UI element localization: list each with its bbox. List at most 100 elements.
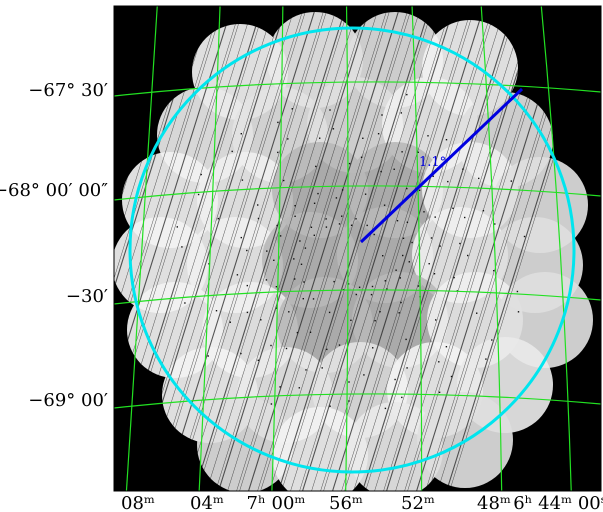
star-speck xyxy=(386,288,388,290)
star-speck xyxy=(445,139,448,141)
star-speck xyxy=(523,235,526,238)
star-speck xyxy=(300,263,303,265)
star-speck xyxy=(347,283,350,285)
star-speck xyxy=(273,259,275,261)
ra-label-7h00m: 7ʰ 00ᵐ xyxy=(247,493,306,512)
star-speck xyxy=(374,320,376,322)
star-speck xyxy=(453,276,455,279)
star-speck xyxy=(313,202,316,204)
star-speck xyxy=(381,114,383,116)
star-speck xyxy=(476,312,478,314)
streak-line xyxy=(283,12,445,491)
star-speck xyxy=(257,204,259,206)
streak-line xyxy=(199,12,361,491)
streak-line xyxy=(211,12,373,491)
star-speck xyxy=(312,298,315,300)
star-speck xyxy=(380,170,382,173)
star-speck xyxy=(240,236,242,239)
radius-label: 1.1° xyxy=(419,155,446,170)
streak-line xyxy=(229,12,391,491)
star-speck xyxy=(265,279,268,281)
star-speck xyxy=(338,344,341,346)
star-speck xyxy=(406,187,408,190)
coordinate-grid xyxy=(114,6,601,491)
star-speck xyxy=(517,311,520,313)
star-speck xyxy=(305,369,307,371)
star-speck xyxy=(363,374,365,376)
star-speck xyxy=(494,223,496,225)
star-speck xyxy=(241,179,244,181)
ra-grid-line xyxy=(540,6,572,491)
star-speck xyxy=(401,396,403,399)
star-speck xyxy=(399,277,401,279)
star-speck xyxy=(462,168,464,170)
star-speck xyxy=(302,298,304,300)
star-speck xyxy=(402,237,405,239)
star-speck xyxy=(246,249,248,252)
star-speck xyxy=(348,381,350,383)
star-speck xyxy=(371,285,374,288)
star-speck xyxy=(303,281,305,283)
star-speck xyxy=(246,284,248,287)
ra-axis-labels: 08ᵐ 04ᵐ 7ʰ 00ᵐ 56ᵐ 52ᵐ 48ᵐ 6ʰ 44ᵐ 00ˢ xyxy=(121,493,603,512)
streak-line xyxy=(358,12,520,491)
star-speck xyxy=(260,319,262,321)
streak-line xyxy=(232,12,394,491)
streak-line xyxy=(253,12,415,491)
star-speck xyxy=(395,269,397,271)
dec-grid-line xyxy=(114,185,601,201)
dec-grid-line xyxy=(114,81,601,97)
dec-axis-labels: −67° 30′ −68° 00′ 00″ −30′ −69° 00′ xyxy=(0,80,108,411)
star-speck xyxy=(510,180,512,182)
streak-line xyxy=(346,12,508,491)
streak-line xyxy=(292,12,454,491)
star-speck xyxy=(341,189,344,191)
star-speck xyxy=(478,177,480,180)
star-speck xyxy=(447,180,449,183)
star-speck xyxy=(406,221,409,223)
star-speck xyxy=(217,217,219,220)
star-speck xyxy=(427,135,429,137)
radius-line xyxy=(359,87,524,244)
star-speck xyxy=(231,150,233,153)
star-speck xyxy=(405,338,407,341)
star-speck xyxy=(348,400,350,402)
star-speck xyxy=(482,210,485,212)
streak-line xyxy=(250,12,412,491)
star-speck xyxy=(377,133,380,135)
star-speck xyxy=(215,310,218,312)
star-speck xyxy=(400,112,402,114)
star-speck xyxy=(355,218,357,220)
star-speck xyxy=(491,339,493,341)
star-speck xyxy=(257,217,260,220)
star-speck xyxy=(294,278,296,280)
star-speck xyxy=(279,386,281,388)
star-speck xyxy=(428,263,430,265)
star-speck xyxy=(406,93,408,96)
star-speck xyxy=(383,204,386,206)
star-speck xyxy=(229,321,231,323)
ra-grid-line xyxy=(411,6,423,491)
dec-label-67-30: −67° 30′ xyxy=(28,80,108,101)
streak-line xyxy=(325,12,487,491)
star-speck xyxy=(464,216,466,219)
streak-line xyxy=(114,12,121,491)
star-speck xyxy=(382,255,384,257)
streak-line xyxy=(114,12,244,491)
streak-line xyxy=(114,12,235,491)
star-speck xyxy=(315,165,317,168)
mosaic-tile xyxy=(272,407,368,491)
star-speck xyxy=(326,348,328,351)
star-speck xyxy=(325,226,328,228)
star-speck xyxy=(298,387,300,389)
star-speck xyxy=(291,108,293,110)
star-speck xyxy=(394,378,396,381)
streak-line xyxy=(220,12,382,491)
star-speck xyxy=(411,241,413,244)
star-speck xyxy=(283,179,285,182)
star-speck xyxy=(362,137,364,139)
star-speck xyxy=(333,280,335,283)
star-speck xyxy=(439,245,441,247)
star-speck xyxy=(459,242,461,245)
